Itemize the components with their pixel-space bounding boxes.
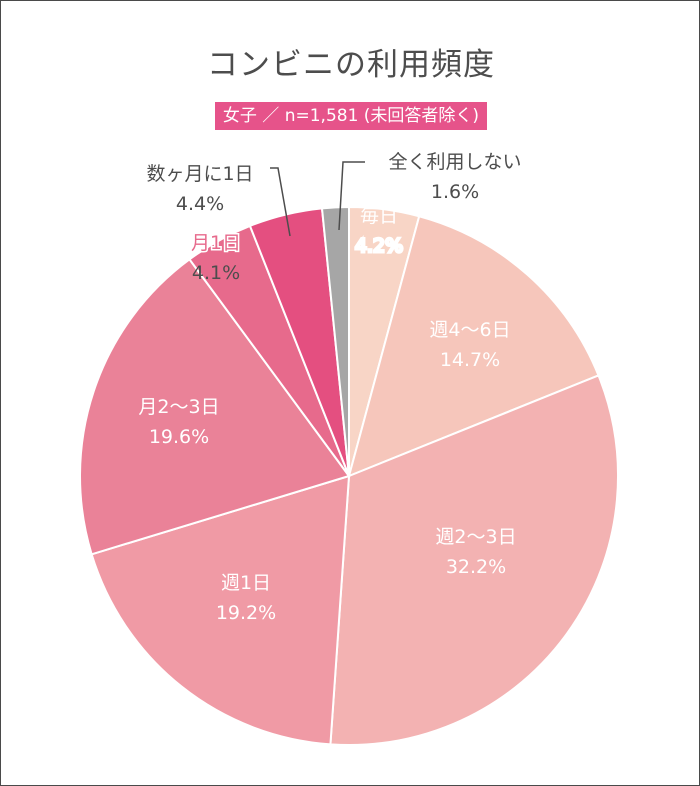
slice-value-8: 1.6% <box>431 181 479 203</box>
slice-label-6: 月1日 <box>191 232 241 254</box>
pie-slice-3 <box>329 374 619 746</box>
slice-value-3: 32.2% <box>446 556 506 578</box>
pie-slice-5 <box>79 257 351 556</box>
slice-label-3: 週2～3日 <box>435 526 516 548</box>
slice-value-6: 4.1% <box>192 262 240 284</box>
pie-slice-2 <box>347 215 600 478</box>
slice-value-2: 14.7% <box>440 349 500 371</box>
pie-slices <box>79 205 619 746</box>
slice-label-1: 毎日 <box>360 205 398 227</box>
slice-label-7: 数ヶ月に1日 <box>146 163 253 185</box>
pie-slice-8 <box>320 205 350 477</box>
subtitle-wrap: 女子 ／ n=1,581 (未回答者除く) <box>1 102 700 130</box>
pie-slice-4 <box>90 474 351 746</box>
slice-label-4: 週1日 <box>221 572 271 594</box>
leader-line-7 <box>270 167 291 237</box>
leader-line-8 <box>338 161 365 231</box>
chart-subtitle: 女子 ／ n=1,581 (未回答者除く) <box>214 102 488 130</box>
slice-label-2: 週4～6日 <box>429 319 510 341</box>
slice-value-7: 4.4% <box>176 193 224 215</box>
slice-label-5: 月2～3日 <box>138 396 219 418</box>
slice-value-1: 4.2% <box>355 235 403 257</box>
slice-value-4: 19.2% <box>216 602 276 624</box>
chart-title: コンビニの利用頻度 <box>207 47 495 83</box>
slice-value-5: 19.6% <box>149 426 209 448</box>
pie-labels: 毎日 4.2% 週4～6日 14.7% 週2～3日 32.2% 週1日 19.2% 月2～3日 1… <box>138 151 521 624</box>
slice-label-8: 全く利用しない <box>388 151 521 173</box>
